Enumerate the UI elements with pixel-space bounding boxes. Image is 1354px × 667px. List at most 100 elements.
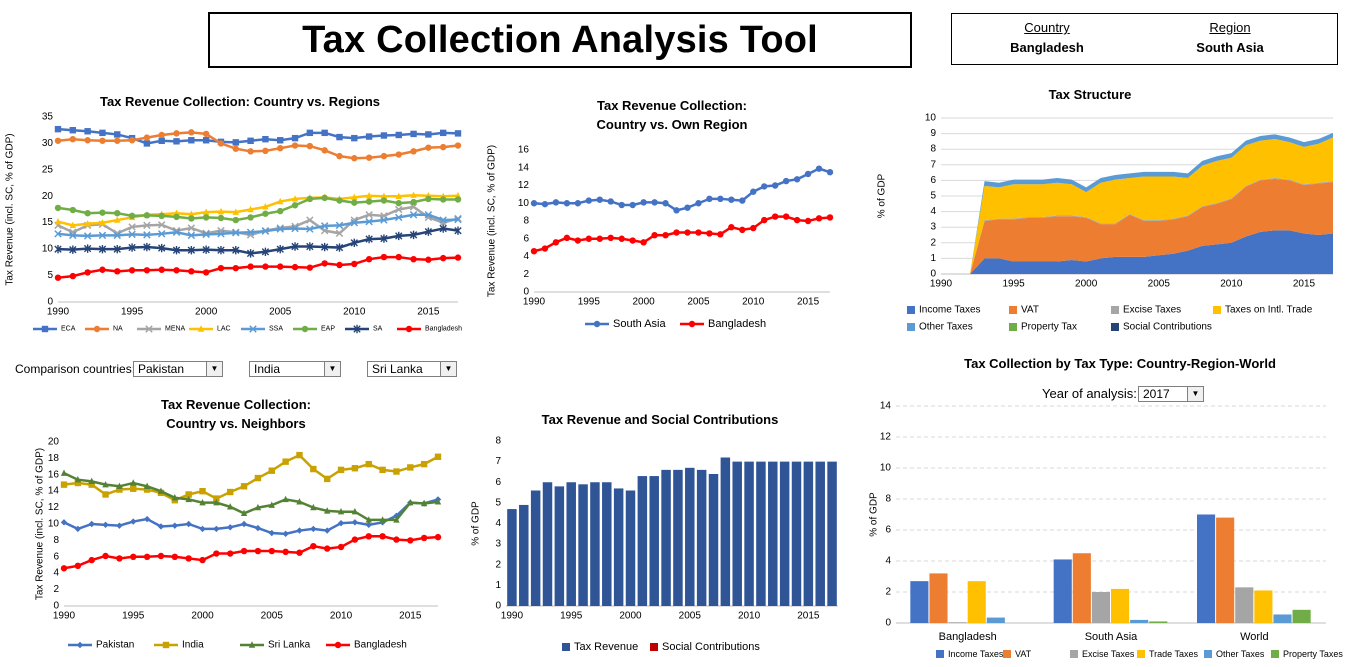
x-tick-label: 2010 — [343, 307, 366, 318]
data-point-eca — [439, 129, 447, 137]
data-point-eca — [306, 129, 314, 137]
y-tick-label: 3 — [495, 539, 501, 550]
data-point-bangladesh — [143, 267, 151, 274]
data-point-sa — [409, 230, 418, 240]
data-point-mena — [143, 221, 151, 230]
chevron-down-icon[interactable]: ▼ — [1187, 387, 1203, 401]
data-point-south-asia — [640, 199, 647, 206]
data-point-eca — [291, 134, 299, 142]
x-tick-label: 2015 — [797, 611, 820, 622]
data-point-ssa — [365, 217, 373, 226]
series-line-eca — [57, 127, 459, 145]
data-point-lac — [202, 208, 210, 215]
region-value: South Asia — [1196, 40, 1264, 55]
data-point-eap — [395, 199, 402, 207]
data-point-bangladesh — [782, 213, 790, 220]
y-tick-label: 0 — [523, 287, 529, 298]
data-point-bangladesh — [102, 552, 109, 560]
comparison-country-2-select[interactable]: India ▼ — [249, 361, 341, 377]
bar-tax-revenue — [732, 461, 742, 606]
bar-trade-taxes — [1111, 588, 1130, 623]
data-point-eca — [454, 130, 462, 137]
chevron-down-icon[interactable]: ▼ — [206, 362, 222, 376]
area-taxes-on-intl-trade — [941, 137, 1333, 274]
bar-excise-taxes — [948, 622, 967, 623]
data-point-na — [173, 130, 180, 137]
y-tick-label: 8 — [53, 535, 59, 546]
data-point-ssa — [246, 228, 255, 236]
y-tick-label: 35 — [42, 112, 54, 123]
data-point-bangladesh — [574, 237, 582, 244]
data-point-pakistan — [227, 524, 234, 531]
legend-india-label: India — [182, 640, 204, 651]
legend-bangladesh-label: Bangladesh — [708, 318, 766, 330]
legend-vat-swatch — [1003, 650, 1011, 658]
chart-structure: 0 1 2 3 4 5 6 7 8 9 10 % of GDP 1990 1995 2000 2005 2010… — [877, 113, 1333, 333]
chart-title-own-region: Tax Revenue Collection: Country vs. Own … — [596, 98, 748, 132]
comparison-country-3-select[interactable]: Sri Lanka ▼ — [367, 361, 457, 377]
bar-tax-revenue — [827, 461, 837, 606]
data-point-na — [321, 147, 328, 154]
data-point-south-asia — [761, 183, 768, 190]
x-tick-label: 2010 — [330, 611, 353, 622]
bar-vat — [1216, 517, 1235, 623]
legend-pakistan-marker — [76, 641, 84, 649]
x-tick-label: 1990 — [930, 279, 953, 290]
data-point-lac — [277, 197, 284, 205]
data-point-eap — [425, 195, 432, 203]
data-point-india — [227, 488, 234, 496]
y-tick-label: 9 — [930, 128, 936, 139]
data-point-india — [323, 475, 331, 483]
data-point-bangladesh — [706, 230, 713, 237]
data-point-mena — [157, 221, 166, 229]
data-point-bangladesh — [277, 263, 284, 270]
data-point-india — [296, 451, 303, 459]
comparison-country-1-select[interactable]: Pakistan ▼ — [133, 361, 223, 377]
data-point-eap — [84, 210, 91, 217]
x-tick-label: 1990 — [53, 611, 76, 622]
data-point-bangladesh — [585, 235, 593, 242]
data-point-eca — [173, 138, 180, 145]
series-line-south-asia — [533, 167, 831, 212]
data-point-eca — [202, 137, 210, 144]
data-point-eca — [114, 131, 121, 138]
y-tick-label: 10 — [42, 244, 54, 255]
year-select[interactable]: 2017 ▼ — [1138, 386, 1204, 402]
data-point-eap — [232, 216, 239, 224]
data-point-bangladesh — [88, 556, 95, 564]
x-tick-label: 2015 — [399, 611, 422, 622]
bar-tax-revenue — [779, 461, 790, 606]
chevron-down-icon[interactable]: ▼ — [324, 362, 340, 376]
chevron-down-icon[interactable]: ▼ — [440, 362, 456, 376]
series-line-sa — [57, 227, 459, 255]
data-point-bangladesh — [143, 553, 151, 560]
data-point-bangladesh — [365, 533, 372, 540]
data-point-eap — [158, 212, 165, 220]
data-point-bangladesh — [629, 237, 636, 244]
data-point-lac — [365, 192, 373, 199]
area-vat — [941, 178, 1333, 274]
data-point-na — [247, 148, 254, 155]
data-point-bangladesh — [69, 272, 77, 280]
bar-income-taxes — [1197, 514, 1216, 623]
bar-property-taxes — [1149, 621, 1168, 623]
data-point-ssa — [320, 222, 329, 230]
data-point-bangladesh — [99, 266, 106, 273]
data-point-eap — [99, 209, 106, 216]
bar-trade-taxes — [967, 581, 986, 623]
data-point-bangladesh — [232, 264, 239, 272]
data-point-bangladesh — [291, 263, 299, 271]
legend-vat-label: VAT — [1015, 649, 1032, 659]
data-point-na — [277, 144, 284, 152]
data-point-sri-lanka — [102, 480, 109, 488]
y-tick-label: 12 — [880, 432, 892, 443]
data-point-eca — [54, 125, 62, 133]
legend-property-taxes-swatch — [1271, 650, 1279, 658]
data-point-pakistan — [185, 520, 192, 528]
data-point-sa — [172, 246, 181, 255]
data-point-ssa — [143, 231, 151, 239]
data-point-south-asia — [826, 168, 834, 176]
data-point-bangladesh — [380, 253, 388, 261]
y-axis-label: Tax Revenue (incl. SC, % of GDP) — [5, 133, 16, 285]
bar-other-taxes — [1273, 614, 1292, 623]
